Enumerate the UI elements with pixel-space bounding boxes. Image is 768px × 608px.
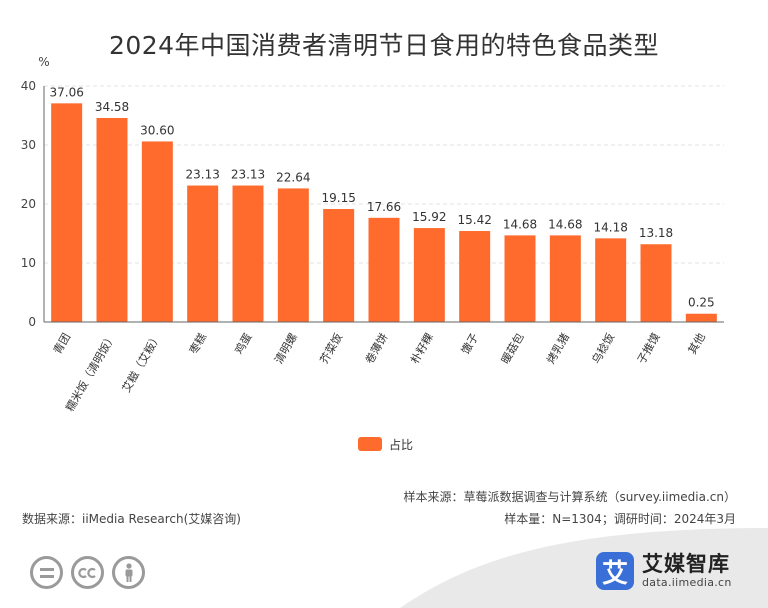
y-tick-label: 20: [21, 197, 36, 211]
brand-logo-icon: 艾: [596, 552, 634, 590]
bar: [51, 103, 83, 322]
x-tick-label: 青团: [51, 331, 73, 357]
data-label: 15.92: [412, 210, 446, 224]
brand-url: data.iimedia.cn: [642, 576, 732, 589]
x-tick-label: 暖菇包: [498, 331, 527, 367]
x-tick-label: 鸡蛋: [231, 331, 254, 357]
x-tick-label: 乌稔饭: [589, 331, 618, 367]
data-label: 23.13: [231, 168, 265, 182]
x-tick-label: 馓子: [458, 331, 481, 357]
brand-logo: 艾 艾媒智库 data.iimedia.cn: [596, 552, 732, 590]
x-tick-label: 烤乳猪: [543, 331, 572, 367]
data-label: 19.15: [321, 191, 355, 205]
x-tick-label: 子推馍: [634, 331, 663, 367]
equal-icon: [30, 556, 63, 589]
data-label: 17.66: [367, 200, 401, 214]
x-tick-label: 清明螺: [272, 331, 300, 366]
brand-name: 艾媒智库: [642, 552, 730, 576]
bar: [685, 313, 717, 322]
bar: [368, 217, 400, 322]
data-label: 13.18: [639, 226, 673, 240]
bar: [187, 185, 219, 322]
data-label: 22.64: [276, 170, 310, 184]
x-tick-label: 枣糕: [186, 331, 209, 357]
bar: [595, 238, 627, 322]
x-tick-label: 其他: [686, 331, 708, 357]
legend-swatch: [358, 437, 382, 451]
data-label: 14.68: [548, 217, 582, 231]
chart-title: 2024年中国消费者清明节日食用的特色食品类型: [108, 31, 660, 60]
sample-size-note: 样本量：N=1304；调研时间：2024年3月: [504, 512, 736, 526]
data-label: 14.68: [503, 217, 537, 231]
x-tick-label: 芥菜饭: [318, 331, 346, 366]
data-label: 30.60: [140, 123, 174, 137]
data-label: 15.42: [457, 213, 491, 227]
bar: [323, 209, 355, 322]
y-tick-label: 10: [21, 256, 36, 270]
y-axis-unit-label: %: [38, 55, 49, 69]
data-label: 23.13: [185, 168, 219, 182]
data-label: 34.58: [95, 100, 129, 114]
y-tick-label: 0: [28, 315, 36, 329]
y-tick-label: 30: [21, 138, 36, 152]
bar: [504, 235, 536, 322]
bar: [96, 117, 128, 322]
bar-chart: % 0 10 20 30 40 37.06 青团 34.58 糯米饭（清明饭） 30.60 艾糍（艾粄…: [21, 55, 724, 414]
person-icon: [112, 556, 145, 589]
bar: [640, 244, 672, 322]
data-label: 0.25: [688, 296, 715, 310]
data-source-note: 数据来源：iiMedia Research(艾媒咨询): [22, 512, 241, 526]
bar: [459, 231, 491, 322]
bar: [141, 141, 173, 322]
sample-source-note: 样本来源：草莓派数据调查与计算系统（survey.iimedia.cn）: [403, 490, 736, 504]
bar: [277, 188, 309, 322]
bar: [413, 228, 445, 322]
x-tick-label: 朴籽粿: [407, 331, 436, 367]
x-tick-label: 糯米饭（清明饭）: [62, 331, 118, 414]
x-tick-label: 艾糍（艾粄）: [120, 331, 164, 395]
data-label: 14.18: [593, 220, 627, 234]
y-tick-label: 40: [21, 79, 36, 93]
bar: [549, 235, 581, 322]
legend: 占比: [358, 436, 413, 452]
cc-icon: [71, 556, 104, 589]
legend-label: 占比: [389, 437, 414, 452]
bar: [232, 185, 264, 322]
data-label: 37.06: [49, 85, 83, 99]
license-icons: [30, 556, 145, 589]
x-tick-label: 卷薄饼: [362, 331, 391, 367]
